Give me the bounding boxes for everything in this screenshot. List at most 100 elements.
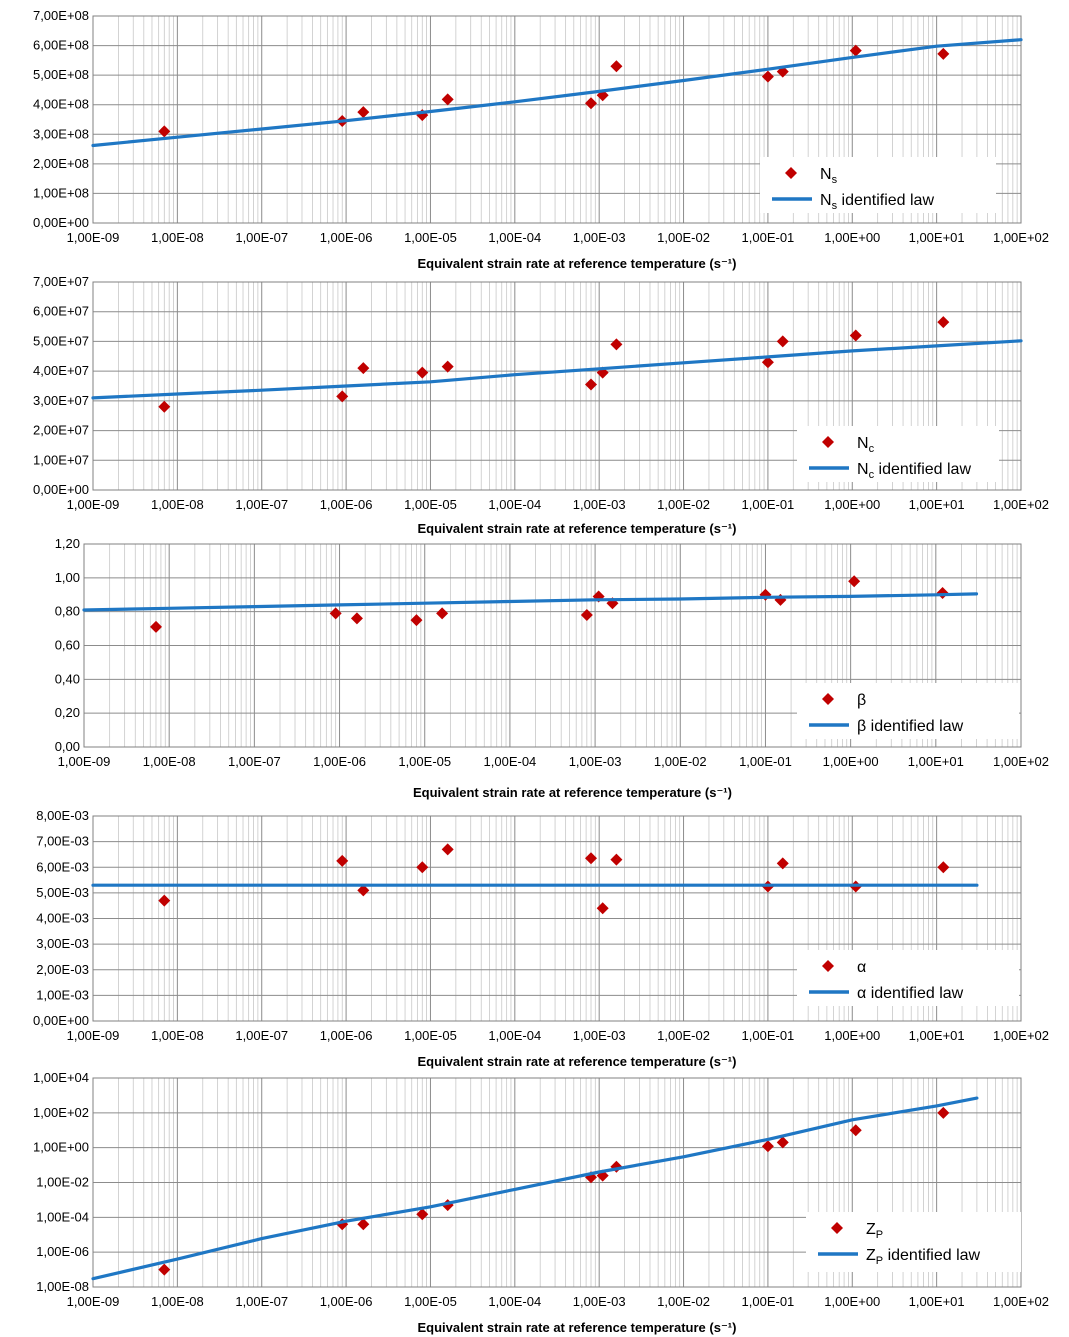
data-point — [410, 614, 423, 627]
x-tick-label: 1,00E-05 — [398, 754, 451, 769]
data-point — [937, 1106, 950, 1119]
y-tick-label: 2,00E+08 — [33, 156, 89, 171]
identified-law-line — [82, 592, 979, 612]
y-tick-label: 1,00E+02 — [33, 1105, 89, 1120]
legend-marker — [785, 167, 797, 179]
x-tick-label: 1,00E+01 — [909, 1028, 965, 1043]
x-tick-label: 1,00E+02 — [993, 230, 1049, 245]
x-axis-label: Equivalent strain rate at reference temp… — [418, 1320, 737, 1335]
legend: Ns Ns identified law — [760, 157, 996, 213]
y-tick-label: 1,00 — [55, 570, 80, 585]
x-axis-label: Equivalent strain rate at reference temp… — [418, 1054, 737, 1069]
y-tick-label: 5,00E+08 — [33, 67, 89, 82]
chart-4: 0,00E+00 1,00E-03 2,00E-03 3,00E-03 4,00E-03… — [33, 808, 1049, 1069]
identified-law-line — [91, 339, 1023, 400]
legend-label: α identified law — [857, 985, 964, 1002]
data-point — [849, 1124, 862, 1137]
data-point — [585, 852, 598, 865]
data-point — [357, 362, 370, 375]
data-point — [937, 861, 950, 874]
legend-label: α — [857, 959, 866, 976]
data-point — [849, 44, 862, 57]
data-point — [585, 97, 598, 110]
x-tick-label: 1,00E+01 — [909, 497, 965, 512]
data-point — [336, 854, 349, 867]
legend: ZP ZP identified law — [806, 1212, 1021, 1272]
plot-frame — [83, 543, 1022, 748]
data-point — [849, 329, 862, 342]
x-tick-label: 1,00E+00 — [824, 497, 880, 512]
plot-frame — [92, 815, 1022, 1022]
data-points — [158, 843, 950, 915]
data-point — [441, 843, 454, 856]
legend-label: β identified law — [857, 718, 964, 735]
legend: β β identified law — [797, 683, 1019, 739]
x-tick-label: 1,00E-05 — [404, 1294, 457, 1309]
x-tick-label: 1,00E-02 — [654, 754, 707, 769]
identified-law-line — [91, 38, 1023, 148]
x-tick-label: 1,00E-03 — [573, 497, 626, 512]
legend-box — [797, 950, 1019, 1006]
y-tick-label: 4,00E-03 — [36, 911, 89, 926]
y-tick-label: 4,00E+08 — [33, 97, 89, 112]
y-tick-label: 0,00E+00 — [33, 482, 89, 497]
y-tick-label: 1,20 — [55, 536, 80, 551]
x-tick-label: 1,00E-08 — [151, 1294, 204, 1309]
y-tick-label: 2,00E+07 — [33, 423, 89, 438]
legend: Nc Nc identified law — [797, 426, 999, 482]
y-tick-label: 7,00E-03 — [36, 834, 89, 849]
y-tick-label: 0,20 — [55, 705, 80, 720]
y-tick-label: 1,00E-04 — [36, 1209, 89, 1224]
data-point — [776, 335, 789, 348]
x-tick-label: 1,00E+02 — [993, 1294, 1049, 1309]
legend-label: Nc identified law — [857, 461, 971, 481]
y-tick-label: 1,00E-03 — [36, 987, 89, 1002]
y-tick-label: 1,00E-06 — [36, 1244, 89, 1259]
x-tick-label: 1,00E-07 — [235, 497, 288, 512]
legend-label: Ns identified law — [820, 192, 934, 212]
x-tick-label: 1,00E-07 — [228, 754, 281, 769]
data-point — [329, 607, 342, 620]
x-tick-label: 1,00E-08 — [151, 230, 204, 245]
y-tick-label: 3,00E+07 — [33, 393, 89, 408]
data-point — [776, 1136, 789, 1149]
data-point — [610, 60, 623, 73]
x-axis-label: Equivalent strain rate at reference temp… — [418, 521, 737, 536]
y-tick-label: 2,00E-03 — [36, 962, 89, 977]
data-point — [848, 575, 861, 588]
data-point — [761, 1140, 774, 1153]
x-tick-label: 1,00E-09 — [67, 497, 120, 512]
data-point — [158, 1263, 171, 1276]
y-tick-label: 1,00E+08 — [33, 185, 89, 200]
x-tick-label: 1,00E-09 — [67, 230, 120, 245]
x-tick-label: 1,00E-03 — [573, 1028, 626, 1043]
chart-1: 0,00E+00 1,00E+08 2,00E+08 3,00E+08 4,00E+08… — [33, 8, 1049, 271]
data-point — [158, 400, 171, 413]
y-tick-label: 0,40 — [55, 671, 80, 686]
y-tick-label: 7,00E+08 — [33, 8, 89, 23]
x-tick-label: 1,00E-08 — [151, 497, 204, 512]
y-tick-label: 8,00E-03 — [36, 808, 89, 823]
x-tick-label: 1,00E-09 — [67, 1028, 120, 1043]
data-point — [610, 853, 623, 866]
data-point — [776, 857, 789, 870]
x-tick-label: 1,00E+02 — [993, 497, 1049, 512]
y-tick-label: 5,00E-03 — [36, 885, 89, 900]
x-tick-label: 1,00E+00 — [824, 1294, 880, 1309]
y-tick-label: 0,00E+00 — [33, 1013, 89, 1028]
data-point — [937, 316, 950, 329]
legend-marker — [822, 436, 834, 448]
y-tick-label: 5,00E+07 — [33, 333, 89, 348]
y-tick-label: 6,00E-03 — [36, 859, 89, 874]
plot-frame — [92, 15, 1022, 224]
legend-box — [797, 426, 999, 482]
data-point — [610, 338, 623, 351]
y-tick-label: 1,00E-02 — [36, 1175, 89, 1190]
y-tick-label: 6,00E+07 — [33, 304, 89, 319]
data-point — [357, 106, 370, 119]
data-points — [158, 44, 950, 138]
x-tick-label: 1,00E+01 — [909, 1294, 965, 1309]
x-tick-label: 1,00E+01 — [908, 754, 964, 769]
x-tick-label: 1,00E-05 — [404, 497, 457, 512]
data-point — [441, 93, 454, 106]
